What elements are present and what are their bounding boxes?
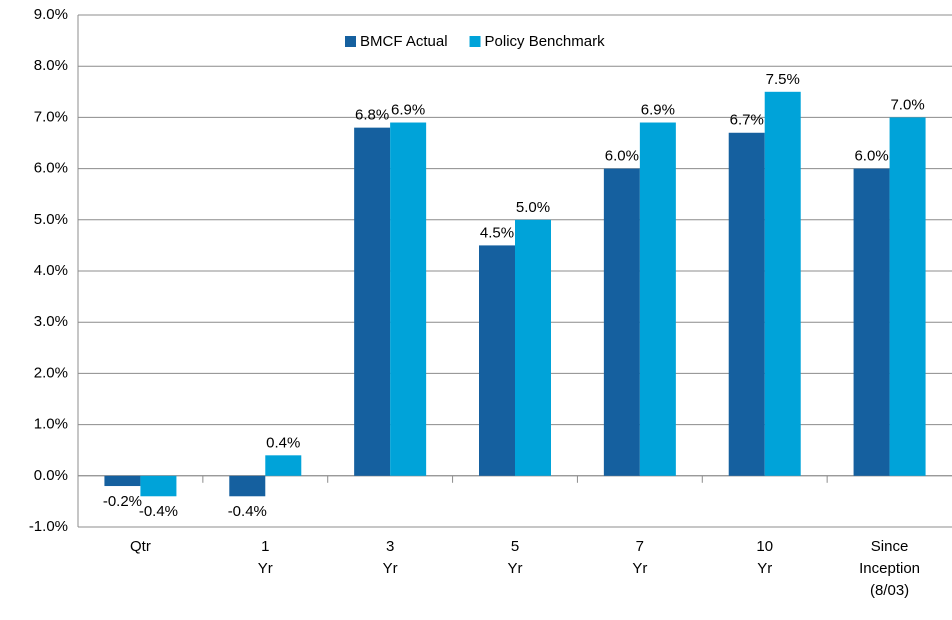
value-label: 6.0%: [854, 148, 888, 165]
value-label: 7.0%: [890, 96, 924, 113]
legend-label: Policy Benchmark: [485, 33, 606, 50]
value-label: 7.5%: [766, 71, 800, 88]
bar: [479, 245, 515, 476]
bar: [728, 132, 765, 476]
bar: [639, 122, 676, 476]
y-tick-label: 3.0%: [34, 313, 68, 330]
x-tick-label: Since Inception (8/03): [859, 538, 920, 599]
value-label: 6.0%: [605, 148, 639, 165]
x-tick-label: 3 Yr: [383, 538, 398, 577]
value-label: -0.4%: [139, 503, 178, 520]
value-label: 0.4%: [266, 434, 300, 451]
bar: [515, 219, 551, 476]
bar: [603, 168, 640, 476]
y-tick-label: 0.0%: [34, 467, 68, 484]
x-tick-label: 5 Yr: [508, 538, 523, 577]
x-tick-label: 10 Yr: [756, 538, 773, 577]
bar: [390, 122, 427, 476]
y-tick-label: 5.0%: [34, 211, 68, 228]
value-label: 6.9%: [641, 101, 675, 118]
y-tick-label: 9.0%: [34, 6, 68, 23]
bar: [853, 168, 890, 476]
y-tick-label: 4.0%: [34, 262, 68, 279]
value-label: -0.2%: [103, 493, 142, 510]
value-label: 6.8%: [355, 107, 389, 124]
y-tick-label: 8.0%: [34, 57, 68, 74]
value-label: 4.5%: [480, 224, 514, 241]
value-label: 6.7%: [730, 112, 764, 129]
x-tick-label: 7 Yr: [632, 538, 647, 577]
y-tick-label: 2.0%: [34, 364, 68, 381]
value-label: 6.9%: [391, 101, 425, 118]
bar: [265, 455, 302, 476]
y-tick-label: -1.0%: [29, 518, 68, 535]
bar: [140, 475, 177, 497]
value-label: 5.0%: [516, 199, 550, 216]
bar: [104, 475, 141, 487]
bar: [229, 475, 266, 497]
value-label: -0.4%: [228, 503, 267, 520]
y-tick-label: 7.0%: [34, 108, 68, 125]
legend-swatch: [469, 36, 481, 47]
bar: [889, 117, 926, 476]
legend-label: BMCF Actual: [360, 33, 448, 50]
x-tick-label: 1 Yr: [258, 538, 273, 577]
bar: [764, 91, 801, 476]
y-tick-label: 6.0%: [34, 160, 68, 177]
legend-swatch: [345, 36, 356, 47]
y-tick-label: 1.0%: [34, 416, 68, 433]
bar: [354, 127, 391, 476]
x-tick-label: Qtr: [130, 538, 151, 555]
